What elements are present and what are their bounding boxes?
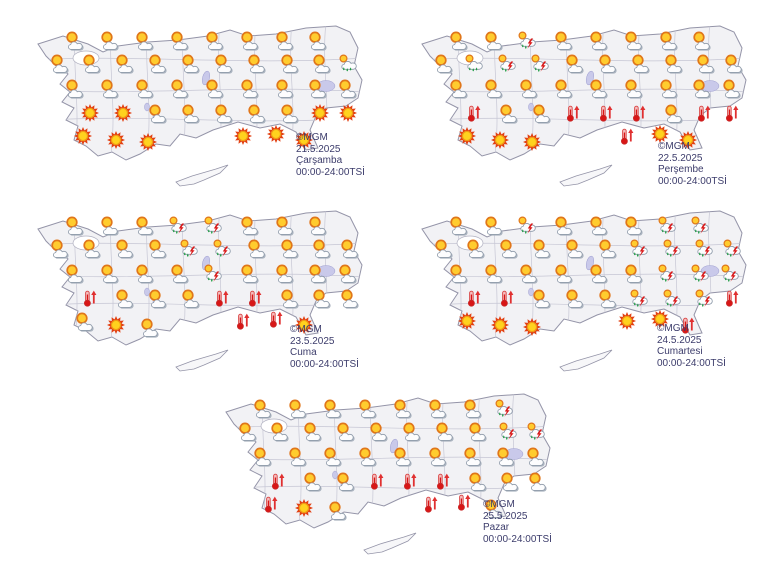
weather-icon-partly-cloudy (101, 31, 120, 52)
weather-icon-high-temperature (457, 493, 472, 512)
forecast-date: 24.5.2025 (657, 334, 702, 346)
weather-icon-high-temperature (424, 495, 439, 514)
forecast-day: Cuma (290, 347, 317, 358)
forecast-panel-saturday: ©MGM 24.5.2025 Cumartesi 00:00-24:00TSİ (392, 193, 766, 377)
weather-icon-partly-cloudy (485, 216, 504, 237)
weather-icon-sunny (617, 311, 637, 331)
forecast-time-range: 00:00-24:00TSİ (657, 357, 726, 369)
weather-icon-high-temperature (236, 312, 251, 331)
forecast-panel-thursday: ©MGM 22.5.2025 Perşembe 00:00-24:00TSİ (392, 8, 766, 192)
forecast-panel-sunday: ©MGM 25.5.2025 Pazar 00:00-24:00TSİ (196, 376, 570, 560)
forecast-date: 22.5.2025 (658, 152, 703, 164)
weather-icon-sunny (266, 124, 286, 144)
copyright: ©MGM (290, 324, 322, 335)
weather-icon-sunny (233, 126, 253, 146)
forecast-day: Cumartesi (657, 346, 703, 357)
weather-icon-partly-cloudy (529, 472, 548, 493)
forecast-day: Çarşamba (296, 155, 343, 166)
map-label: ©MGM 25.5.2025 Pazar 00:00-24:00TSİ (483, 499, 552, 545)
forecast-panel-wednesday: ©MGM 21.5.2025 Çarşamba 00:00-24:00TSİ (8, 8, 382, 192)
map-label: ©MGM 24.5.2025 Cumartesi 00:00-24:00TSİ (657, 323, 726, 369)
weather-icon-partly-cloudy (485, 31, 504, 52)
weather-icon-partly-cloudy (289, 399, 308, 420)
forecast-day: Perşembe (658, 164, 704, 175)
copyright: ©MGM (657, 323, 689, 334)
forecast-time-range: 00:00-24:00TSİ (658, 175, 727, 187)
weather-icon-high-temperature (725, 289, 740, 308)
copyright: ©MGM (296, 132, 328, 143)
forecast-date: 23.5.2025 (290, 335, 335, 347)
weather-icon-high-temperature (725, 104, 740, 123)
weather-icon-high-temperature (269, 310, 284, 329)
forecast-time-range: 00:00-24:00TSİ (290, 358, 359, 370)
forecast-date: 21.5.2025 (296, 143, 341, 155)
copyright: ©MGM (658, 141, 690, 152)
weather-icon-partly-cloudy (341, 289, 360, 310)
map-label: ©MGM 21.5.2025 Çarşamba 00:00-24:00TSİ (296, 132, 365, 178)
map-label: ©MGM 22.5.2025 Perşembe 00:00-24:00TSİ (658, 141, 727, 187)
forecast-time-range: 00:00-24:00TSİ (483, 533, 552, 545)
forecast-day: Pazar (483, 522, 510, 533)
forecast-date: 25.5.2025 (483, 510, 528, 522)
copyright: ©MGM (483, 499, 515, 510)
weather-icon-high-temperature (620, 127, 635, 146)
weather-icon-partly-cloudy (101, 216, 120, 237)
forecast-panel-friday: ©MGM 23.5.2025 Cuma 00:00-24:00TSİ (8, 193, 382, 377)
map-label: ©MGM 23.5.2025 Cuma 00:00-24:00TSİ (290, 324, 359, 370)
forecast-time-range: 00:00-24:00TSİ (296, 166, 365, 178)
